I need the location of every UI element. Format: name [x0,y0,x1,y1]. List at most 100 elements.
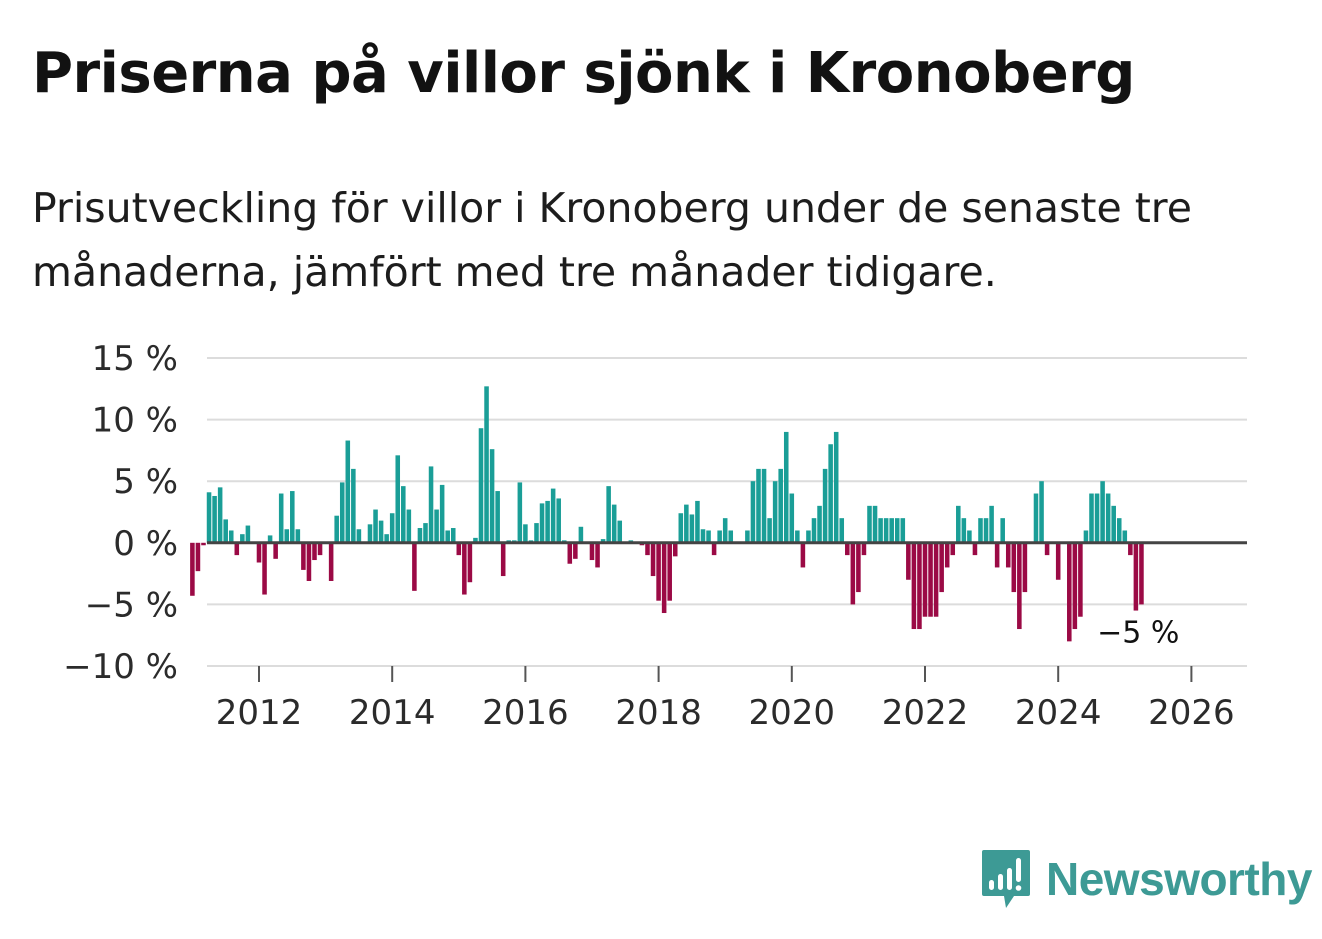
y-tick-label: 0 % [113,524,178,564]
bar [339,482,345,543]
bar [767,518,772,543]
bar [950,542,956,556]
bar [234,542,240,556]
bar [828,444,833,543]
bar [994,542,1000,568]
bar [478,428,484,543]
x-tick-label: 2018 [615,693,702,733]
x-tick-label: 2016 [482,693,569,733]
bar [578,526,584,543]
bar [745,530,750,543]
bar [750,481,756,543]
bar [811,518,817,543]
bar [672,542,678,557]
bar [373,509,378,543]
bar [212,495,217,543]
bar [944,542,950,568]
bar [190,542,195,596]
bar [928,542,933,617]
bar [889,518,894,543]
bar [1128,542,1133,556]
bar [839,518,845,543]
bar [356,529,362,543]
bar [1089,493,1094,543]
newsworthy-logo-icon [982,850,1030,908]
bar [600,539,606,543]
bar [589,542,595,561]
bar [384,534,389,543]
bar-chart: 15 % 10 % 5 % 0 % −5 % −10 % 2012 2014 2016 2018… [63,339,1247,733]
bar [389,513,395,543]
last-value-label: −5 % [1097,615,1179,650]
bar [1116,518,1122,543]
bar [1039,481,1044,543]
bar [1017,542,1022,630]
y-tick-label: 5 % [113,462,178,502]
bar [822,468,828,543]
bar [295,529,301,543]
bar [661,542,667,614]
bar [450,528,456,543]
bar [489,449,495,543]
bar [328,542,334,581]
bars [190,386,1247,642]
bar [872,505,878,543]
bar [412,542,417,591]
bar [1094,493,1100,543]
bar [1139,542,1144,605]
bar [550,488,556,543]
bar [911,542,917,630]
bar [1111,505,1116,543]
bar [523,524,528,543]
bar [1044,542,1050,556]
bar [1011,542,1017,593]
x-axis: 2012 2014 2016 2018 2020 2022 2024 2026 [216,666,1235,733]
bar [850,542,856,605]
bar [206,492,212,543]
bar [262,542,267,595]
bar [417,528,423,543]
y-tick-label: −5 % [85,585,178,625]
bar [967,530,972,543]
bar [406,509,412,543]
bar [883,518,889,543]
bar [245,525,251,543]
bar [783,431,789,543]
bar [256,542,262,563]
bar [789,493,795,543]
bar [933,542,939,617]
bar [756,468,761,543]
bar [445,530,450,543]
bar [367,524,373,543]
bar [334,515,339,543]
bar [539,503,545,543]
bar [467,542,473,583]
bar [806,530,811,543]
bar [273,542,278,559]
bar [439,484,445,543]
bar [906,542,911,580]
bar [345,440,351,543]
x-tick-label: 2012 [216,693,303,733]
bar [1072,542,1078,630]
bar [423,523,428,543]
bar [284,529,290,543]
bar [317,542,323,556]
x-tick-label: 2020 [749,693,836,733]
bar [711,542,717,556]
x-tick-label: 2022 [882,693,969,733]
bar [1078,542,1083,617]
bar [484,386,489,543]
bar [1100,481,1105,543]
bar [795,530,800,543]
bar [267,535,273,543]
x-tick-label: 2026 [1148,693,1235,733]
bar [978,518,983,543]
bar [989,505,994,543]
bar [772,481,778,543]
bar [956,505,961,543]
bar [917,542,922,630]
newsworthy-logo: Newsworthy [980,848,1312,910]
bar [800,542,806,568]
bar [833,431,839,543]
